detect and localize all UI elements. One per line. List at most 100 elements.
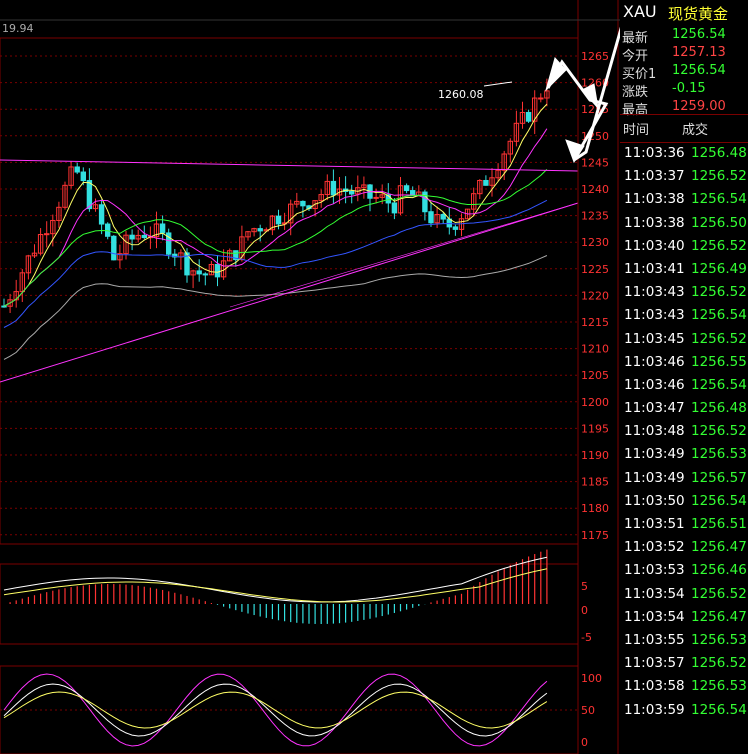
quote-value: 1259.00 xyxy=(672,99,726,114)
candle-body xyxy=(477,179,483,195)
trade-price: 1256.53 xyxy=(691,631,747,648)
price-tick-label: 1200 xyxy=(581,396,609,409)
kdj-tick-label: 50 xyxy=(581,704,595,717)
trade-row[interactable]: 11:03:54 1256.47 xyxy=(620,606,748,629)
trade-time: 11:03:36 xyxy=(624,145,685,161)
trade-price: 1256.53 xyxy=(691,446,747,463)
trade-time: 11:03:43 xyxy=(624,284,685,301)
trade-row[interactable]: 11:03:46 1256.55 xyxy=(620,351,748,374)
candle-body xyxy=(68,166,74,186)
trade-price: 1256.55 xyxy=(691,353,747,370)
trade-row[interactable]: 11:03:48 1256.52 xyxy=(620,420,748,443)
trade-row[interactable]: 11:03:36 1256.48 xyxy=(620,142,748,165)
trade-row[interactable]: 11:03:55 1256.53 xyxy=(620,629,748,652)
candle-body xyxy=(153,223,160,238)
trade-row[interactable]: 11:03:52 1256.47 xyxy=(620,536,748,559)
zigzag-arrow-drawing xyxy=(545,26,620,164)
quote-label: 今开 xyxy=(622,49,649,64)
trade-row[interactable]: 11:03:43 1256.52 xyxy=(620,281,748,304)
trade-price: 1256.52 xyxy=(691,655,747,672)
trade-row[interactable]: 11:03:46 1256.54 xyxy=(620,374,748,397)
trade-row[interactable]: 11:03:47 1256.48 xyxy=(620,397,748,420)
price-tick-label: 1215 xyxy=(581,316,609,329)
trade-price: 1256.49 xyxy=(691,260,747,277)
trade-price: 1256.47 xyxy=(691,539,747,556)
trade-row[interactable]: 11:03:49 1256.53 xyxy=(620,443,748,466)
candle-body xyxy=(452,226,459,230)
candle-body xyxy=(513,122,520,142)
candle-body xyxy=(471,193,477,210)
candle-body xyxy=(227,250,233,262)
candle-body xyxy=(25,255,32,274)
trade-time: 11:03:55 xyxy=(624,631,685,648)
trade-row[interactable]: 11:03:50 1256.54 xyxy=(620,490,748,513)
candle-body xyxy=(129,234,135,240)
quote-row-0: 最新 1256.54 xyxy=(620,26,748,46)
quote-row-2: 买价1 1256.54 xyxy=(620,62,748,82)
kline-chart[interactable]: 19.94 1265126012551250124512401235123012… xyxy=(0,0,620,754)
quote-row-1: 今开 1257.13 xyxy=(620,44,748,64)
kdj-j-line xyxy=(3,673,548,747)
trade-time: 11:03:38 xyxy=(624,214,685,231)
macd-panel: 5 0 -5 xyxy=(0,549,592,645)
trade-row[interactable]: 11:03:49 1256.57 xyxy=(620,467,748,490)
candle-body xyxy=(44,233,50,236)
price-tick-label: 1240 xyxy=(581,183,609,196)
trade-price: 1256.52 xyxy=(691,585,747,602)
trade-row[interactable]: 11:03:40 1256.52 xyxy=(620,235,748,258)
macd-tick-label: 0 xyxy=(581,604,588,617)
candle-body xyxy=(288,203,294,224)
candle-body xyxy=(214,263,221,278)
candle-body xyxy=(80,171,86,182)
trade-row[interactable]: 11:03:37 1256.52 xyxy=(620,165,748,188)
quote-value: -0.15 xyxy=(672,81,706,96)
trade-row[interactable]: 11:03:51 1256.51 xyxy=(620,513,748,536)
trades-header: 时间 成交 xyxy=(620,114,748,143)
candle-body xyxy=(202,273,209,276)
quote-label: 最新 xyxy=(622,31,649,46)
candle-body xyxy=(361,184,367,189)
trade-row[interactable]: 11:03:41 1256.49 xyxy=(620,258,748,281)
candle-body xyxy=(501,153,507,171)
trade-row[interactable]: 11:03:38 1256.50 xyxy=(620,212,748,235)
ma10-line xyxy=(3,128,548,307)
quote-label: 买价1 xyxy=(622,67,657,82)
trade-time: 11:03:46 xyxy=(624,353,685,370)
candle-body xyxy=(379,194,385,198)
trade-list[interactable]: 11:03:36 1256.48 11:03:37 1256.52 11:03:38 12… xyxy=(620,142,748,722)
trade-row[interactable]: 11:03:43 1256.54 xyxy=(620,304,748,327)
candle-body xyxy=(56,206,62,221)
trade-row[interactable]: 11:03:59 1256.54 xyxy=(620,699,748,722)
macd-tick-label: 5 xyxy=(581,580,588,593)
trade-time: 11:03:38 xyxy=(624,191,685,208)
ma20-line xyxy=(3,169,548,307)
candle-body xyxy=(519,111,526,124)
trade-row[interactable]: 11:03:54 1256.52 xyxy=(620,583,748,606)
trade-price: 1256.54 xyxy=(691,492,747,509)
annotation-leader xyxy=(483,81,513,87)
candle-body xyxy=(422,191,428,213)
trade-price: 1256.54 xyxy=(691,701,747,718)
macd-tick-label: -5 xyxy=(581,631,592,644)
candle-body xyxy=(440,214,446,220)
macd-dea-line xyxy=(3,568,548,603)
trade-row[interactable]: 11:03:38 1256.54 xyxy=(620,188,748,211)
candle-body xyxy=(166,232,172,255)
high-annotation: 1260.08 xyxy=(438,88,484,101)
candle-body xyxy=(208,263,215,276)
trade-row[interactable]: 11:03:45 1256.52 xyxy=(620,328,748,351)
price-tick-label: 1195 xyxy=(581,422,609,435)
candle-body xyxy=(251,228,257,233)
kdj-k-line xyxy=(3,683,548,737)
kdj-axis-labels: 100 50 0 xyxy=(581,672,602,749)
macd-histogram xyxy=(9,549,548,624)
candle-body xyxy=(294,200,300,205)
macd-dif-line xyxy=(3,556,548,603)
trade-time: 11:03:53 xyxy=(624,562,685,579)
candle-body xyxy=(135,234,141,240)
trade-row[interactable]: 11:03:57 1256.52 xyxy=(620,652,748,675)
candle-body xyxy=(312,200,318,210)
trade-row[interactable]: 11:03:53 1256.46 xyxy=(620,559,748,582)
trade-row[interactable]: 11:03:58 1256.53 xyxy=(620,675,748,698)
trade-time: 11:03:45 xyxy=(624,330,685,347)
